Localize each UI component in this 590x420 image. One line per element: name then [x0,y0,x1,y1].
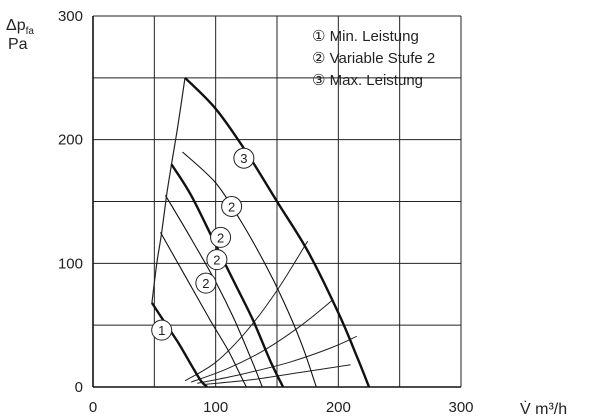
curve-label-circle [233,147,255,169]
curve-label-circle [151,319,173,341]
y-axis-title-subscript: fa [26,26,35,37]
legend: ① Min. Leistung ② Variable Stufe 2 ③ Max… [312,28,435,89]
curves [150,76,371,388]
y-tick-label: 300 [58,8,83,25]
curve-label-2: 2 [206,249,228,271]
curve-label-text: 3 [240,151,247,166]
y-axis-title: Δpfa Pa [6,17,34,53]
fan-curve-1 [150,302,208,388]
curve-label-circle [195,272,217,294]
x-tick-label: 300 [448,399,473,416]
legend-entry-min: ① Min. Leistung [312,28,419,45]
system-curve [184,240,309,382]
x-tick-label: 200 [326,399,351,416]
curve-label-2: 2 [210,226,232,248]
curve-label-1: 1 [151,319,173,341]
curve-label-3: 3 [233,147,255,169]
curve-label-text: 2 [202,276,209,291]
fan-curve-2 [170,163,285,388]
x-tick-label: 100 [203,399,228,416]
y-tick-label: 200 [58,132,83,149]
legend-entry-variable: ② Variable Stufe 2 [312,50,435,67]
curve-label-text: 2 [228,199,235,214]
curve-label-circle [206,249,228,271]
tick-labels: 0 100 200 300 0 100 200 300 [58,8,474,416]
curve-label-circle [221,195,243,217]
y-axis-title-main: Δp [6,17,26,34]
fan-curve-3 [184,76,371,388]
curve-label-text: 2 [213,253,220,268]
svg-text:Δpfa: Δpfa [6,17,34,37]
y-tick-label: 100 [58,255,83,272]
fan-curve-2 [182,151,317,388]
curve-label-circle [210,226,232,248]
fan-curve-2 [164,195,263,388]
axes [92,16,461,388]
y-axis-unit: Pa [8,36,28,53]
fan-curve-2 [160,232,247,388]
system-curve [197,335,357,384]
curve-label-2: 2 [195,272,217,294]
y-tick-label: 0 [75,379,83,396]
x-tick-label: 0 [89,399,97,416]
x-axis-title: V̇ m³/h [520,400,567,418]
curve-label-2: 2 [221,195,243,217]
legend-entry-max: ③ Max. Leistung [312,72,423,89]
curve-label-text: 1 [158,323,165,338]
curve-label-text: 2 [217,230,224,245]
envelope-line [151,77,186,303]
